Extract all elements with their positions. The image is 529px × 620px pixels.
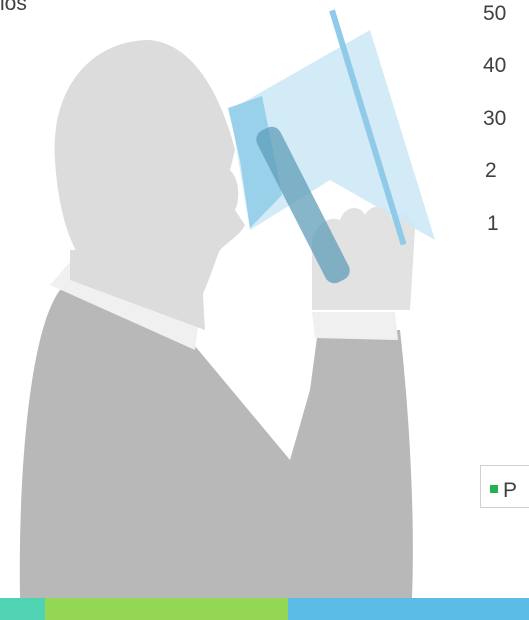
legend-box [480,465,529,508]
axis-label: 1 [487,212,499,235]
footer-bar [0,598,529,620]
axis-label: 40 [483,54,506,77]
axis-label: 30 [483,107,506,130]
megaphone-handle [256,126,350,284]
cuff [312,312,398,340]
legend-label: P [503,479,517,502]
legend: P [480,465,529,508]
megaphone-rim [329,9,407,246]
side-labels: 50 40 30 2 1 [483,2,506,235]
legend-swatch [490,485,498,493]
head [54,40,245,300]
axis-label: 2 [485,159,497,182]
bar-segment [288,598,529,620]
hand [312,206,415,310]
bar-segment [45,598,288,620]
axis-label: 50 [483,2,506,25]
sweater [19,290,413,598]
bar-segment [0,598,45,620]
title-fragment: ios [0,0,27,15]
illustration [19,9,435,598]
